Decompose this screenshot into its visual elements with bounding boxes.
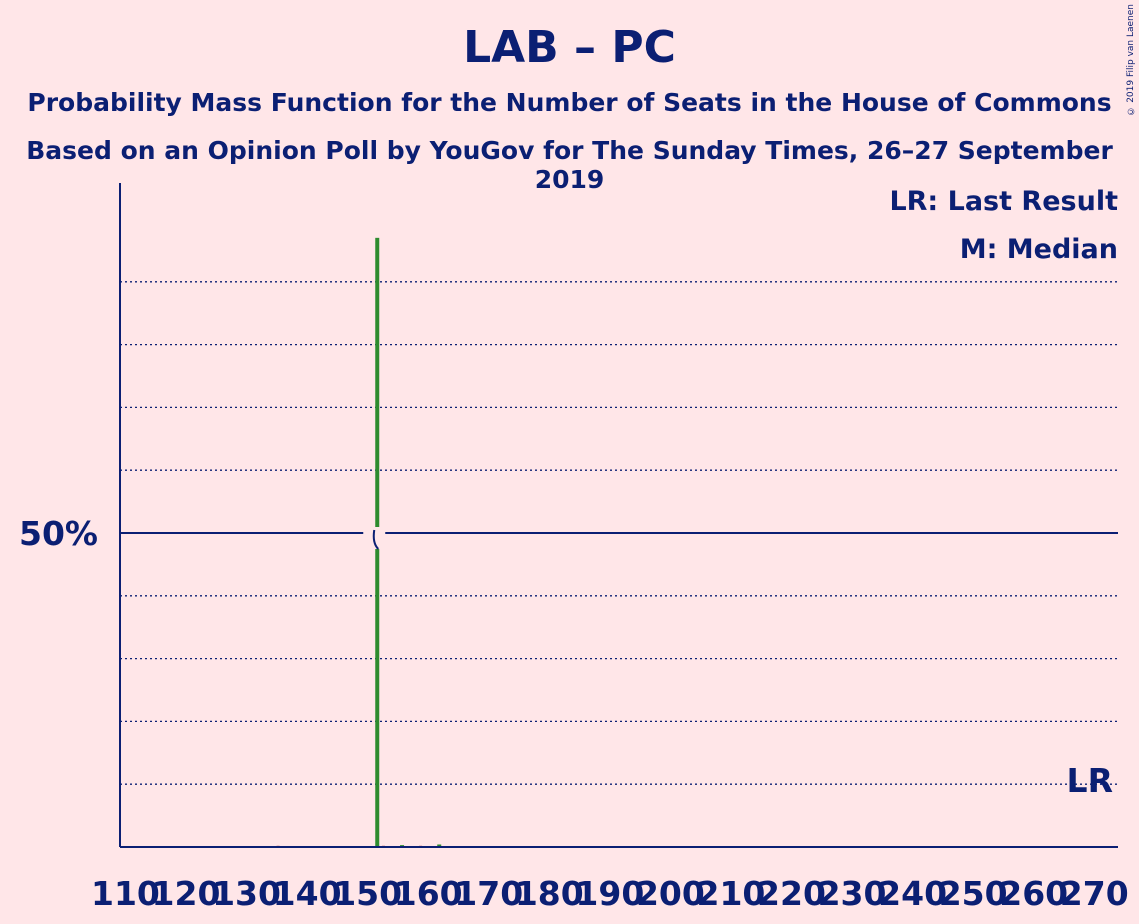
x-tick-label: 250 (939, 874, 1008, 913)
x-tick-labels: 1101201301401501601701801902002102202302… (91, 874, 1129, 913)
x-tick-label: 220 (757, 874, 826, 913)
x-tick-label: 180 (515, 874, 584, 913)
x-tick-label: 210 (697, 874, 766, 913)
x-tick-label: 150 (333, 874, 402, 913)
last-result-marker: LR (1067, 761, 1113, 800)
x-tick-label: 240 (878, 874, 947, 913)
x-tick-label: 140 (273, 874, 342, 913)
chart-subtitle: Probability Mass Function for the Number… (27, 88, 1112, 117)
bars-group (276, 237, 442, 848)
bar-160 (437, 844, 442, 847)
chart-subtitle-source: Based on an Opinion Poll by YouGov for T… (26, 136, 1113, 194)
legend-last-result: LR: Last Result (889, 186, 1118, 217)
x-tick-label: 170 (454, 874, 523, 913)
chart-title: LAB – PC (463, 22, 676, 73)
x-tick-label: 130 (212, 874, 281, 913)
x-tick-label: 270 (1060, 874, 1129, 913)
x-tick-label: 110 (91, 874, 160, 913)
x-tick-label: 190 (575, 874, 644, 913)
x-tick-label: 260 (999, 874, 1068, 913)
legend-median: M: Median (960, 234, 1118, 265)
y-tick-label: 50% (19, 514, 98, 553)
x-tick-label: 160 (394, 874, 463, 913)
axes-group: 50% (19, 183, 1118, 848)
grid-lines (120, 281, 1118, 785)
x-tick-label: 230 (818, 874, 887, 913)
annotations: LR LR: Last Result M: Median (889, 186, 1118, 800)
x-tick-label: 120 (152, 874, 221, 913)
x-tick-label: 200 (636, 874, 705, 913)
median-marker (372, 529, 379, 550)
